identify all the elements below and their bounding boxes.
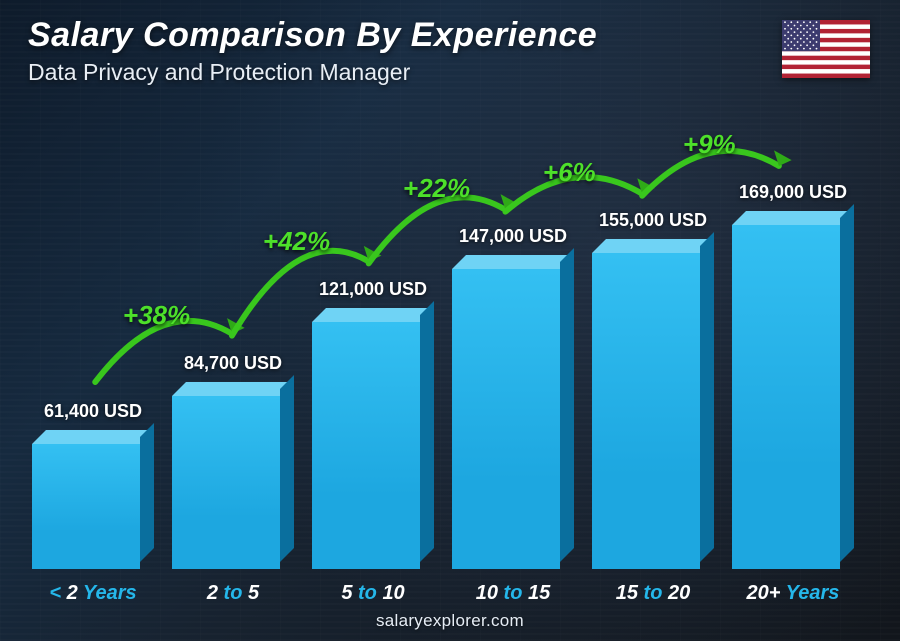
bar-value-label: 155,000 USD <box>592 210 714 231</box>
bar: 169,000 USD <box>732 211 854 569</box>
bar-chart: 61,400 USD < 2 Years 84,700 USD 2 to 5 1… <box>32 149 854 569</box>
us-flag-icon <box>782 20 870 78</box>
bar: 84,700 USD <box>172 382 294 569</box>
bar: 147,000 USD <box>452 255 574 569</box>
bar-column: 121,000 USD 5 to 10 <box>312 149 434 569</box>
bar-value-label: 169,000 USD <box>732 182 854 203</box>
x-axis-label: 20+ Years <box>732 582 854 605</box>
bar-value-label: 121,000 USD <box>312 279 434 300</box>
x-axis-label: 2 to 5 <box>172 582 294 605</box>
x-axis-label: 5 to 10 <box>312 582 434 605</box>
increase-label: +42% <box>263 226 330 257</box>
chart-subtitle: Data Privacy and Protection Manager <box>28 59 597 86</box>
bar-column: 84,700 USD 2 to 5 <box>172 149 294 569</box>
bar-value-label: 147,000 USD <box>452 226 574 247</box>
increase-label: +9% <box>683 129 736 160</box>
bar-column: 147,000 USD 10 to 15 <box>452 149 574 569</box>
bar-column: 155,000 USD 15 to 20 <box>592 149 714 569</box>
x-axis-label: < 2 Years <box>32 582 154 605</box>
increase-label: +38% <box>123 300 190 331</box>
x-axis-label: 10 to 15 <box>452 582 574 605</box>
increase-label: +6% <box>543 157 596 188</box>
x-axis-label: 15 to 20 <box>592 582 714 605</box>
bar: 155,000 USD <box>592 239 714 569</box>
bar-column: 61,400 USD < 2 Years <box>32 149 154 569</box>
increase-label: +22% <box>403 173 470 204</box>
bar-value-label: 84,700 USD <box>172 353 294 374</box>
bar-value-label: 61,400 USD <box>32 401 154 422</box>
chart-title: Salary Comparison By Experience <box>28 16 597 55</box>
title-block: Salary Comparison By Experience Data Pri… <box>28 16 597 86</box>
bar-column: 169,000 USD 20+ Years <box>732 149 854 569</box>
infographic-stage: Salary Comparison By Experience Data Pri… <box>0 0 900 641</box>
footer-attribution: salaryexplorer.com <box>0 611 900 631</box>
bar: 121,000 USD <box>312 308 434 569</box>
bar: 61,400 USD <box>32 430 154 569</box>
